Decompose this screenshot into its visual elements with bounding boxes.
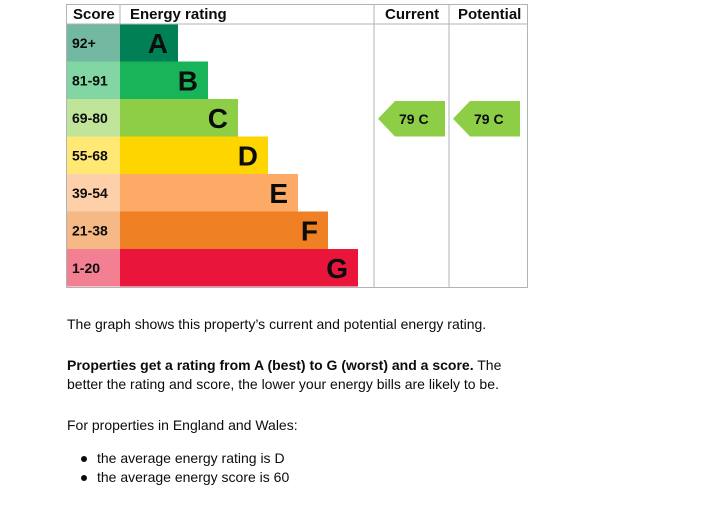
rating-bar-g: [120, 249, 358, 287]
rating-bar-f: [120, 211, 328, 249]
score-label-c: 69-80: [72, 110, 108, 126]
score-label-a: 92+: [72, 35, 96, 51]
score-label-g: 1-20: [72, 260, 100, 276]
score-cell-d: [66, 136, 120, 174]
score-cell-g: [66, 249, 120, 287]
rating-bar-d: [120, 136, 268, 174]
potential-rating-arrow-label: 79 C: [474, 111, 504, 127]
rating-explanation-bold: Properties get a rating from A (best) to…: [67, 357, 474, 373]
score-label-f: 21-38: [72, 222, 108, 238]
score-cell-a: [66, 24, 120, 62]
header-score: Score: [73, 6, 115, 23]
rating-bar-c: [120, 99, 238, 137]
rating-letter-g: G: [326, 253, 348, 284]
rating-explanation: Properties get a rating from A (best) to…: [67, 356, 537, 394]
score-cell-c: [66, 99, 120, 137]
rating-bar-e: [120, 174, 298, 212]
score-label-e: 39-54: [72, 185, 108, 201]
rating-letter-f: F: [301, 215, 318, 246]
rating-bar-a: [120, 24, 178, 62]
current-rating-arrow-label: 79 C: [399, 111, 429, 127]
rating-letter-a: A: [148, 28, 168, 59]
current-rating-arrow: [378, 101, 445, 137]
graph-description: The graph shows this property’s current …: [67, 316, 487, 332]
region-note: For properties in England and Wales:: [67, 417, 298, 433]
score-cell-e: [66, 174, 120, 212]
rating-letter-c: C: [208, 103, 228, 134]
header-current: Current: [385, 6, 439, 23]
header-energy-rating: Energy rating: [130, 6, 227, 23]
averages-list: the average energy rating is D the avera…: [67, 449, 537, 487]
score-cell-b: [66, 61, 120, 99]
rating-letter-b: B: [178, 65, 198, 96]
list-item: the average energy rating is D: [67, 449, 537, 468]
score-label-b: 81-91: [72, 72, 108, 88]
header-potential: Potential: [458, 6, 521, 23]
score-label-d: 55-68: [72, 147, 108, 163]
rating-explanation-rest: The better the rating and score, the low…: [67, 357, 502, 392]
potential-rating-arrow: [453, 101, 520, 137]
list-item: the average energy score is 60: [67, 468, 537, 487]
rating-bar-b: [120, 61, 208, 99]
energy-rating-chart: Score Energy rating Current Potential 92+ A 81…: [66, 4, 528, 288]
score-cell-f: [66, 211, 120, 249]
rating-letter-d: D: [238, 140, 258, 171]
rating-letter-e: E: [269, 178, 288, 209]
